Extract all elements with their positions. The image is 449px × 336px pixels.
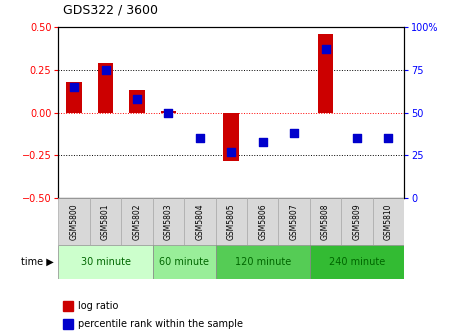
Point — [291, 130, 298, 136]
Bar — [58, 198, 90, 245]
Bar — [310, 198, 341, 245]
Bar — [153, 245, 216, 279]
Text: GSM5807: GSM5807 — [290, 203, 299, 240]
Text: GSM5802: GSM5802 — [132, 204, 141, 240]
Bar — [58, 245, 153, 279]
Point — [353, 136, 361, 141]
Text: 120 minute: 120 minute — [234, 257, 291, 267]
Text: GSM5800: GSM5800 — [70, 203, 79, 240]
Point — [385, 136, 392, 141]
Bar — [310, 245, 404, 279]
Bar — [373, 198, 404, 245]
Bar — [66, 82, 82, 113]
Bar — [129, 90, 145, 113]
Point — [259, 139, 266, 144]
Bar — [216, 198, 247, 245]
Point — [322, 46, 329, 52]
Bar — [318, 34, 333, 113]
Bar — [90, 198, 121, 245]
Point — [228, 149, 235, 155]
Text: 60 minute: 60 minute — [159, 257, 209, 267]
Point — [165, 110, 172, 115]
Text: GDS322 / 3600: GDS322 / 3600 — [63, 4, 158, 16]
Bar — [161, 111, 176, 113]
Bar — [278, 198, 310, 245]
Text: log ratio: log ratio — [78, 301, 119, 311]
Point — [133, 96, 141, 101]
Text: GSM5806: GSM5806 — [258, 203, 267, 240]
Bar — [247, 198, 278, 245]
Point — [196, 136, 203, 141]
Bar — [341, 198, 373, 245]
Text: GSM5810: GSM5810 — [384, 204, 393, 240]
Bar — [153, 198, 184, 245]
Text: GSM5803: GSM5803 — [164, 203, 173, 240]
Text: 30 minute: 30 minute — [80, 257, 131, 267]
Bar — [184, 198, 216, 245]
Text: 240 minute: 240 minute — [329, 257, 385, 267]
Text: GSM5809: GSM5809 — [352, 203, 361, 240]
Bar — [216, 245, 310, 279]
Text: GSM5805: GSM5805 — [227, 203, 236, 240]
Text: GSM5801: GSM5801 — [101, 204, 110, 240]
Text: time ▶: time ▶ — [21, 257, 54, 267]
Text: GSM5804: GSM5804 — [195, 203, 204, 240]
Bar — [98, 63, 113, 113]
Bar — [121, 198, 153, 245]
Point — [102, 67, 109, 73]
Text: GSM5808: GSM5808 — [321, 204, 330, 240]
Point — [70, 84, 78, 90]
Text: percentile rank within the sample: percentile rank within the sample — [78, 319, 243, 329]
Bar — [224, 113, 239, 161]
